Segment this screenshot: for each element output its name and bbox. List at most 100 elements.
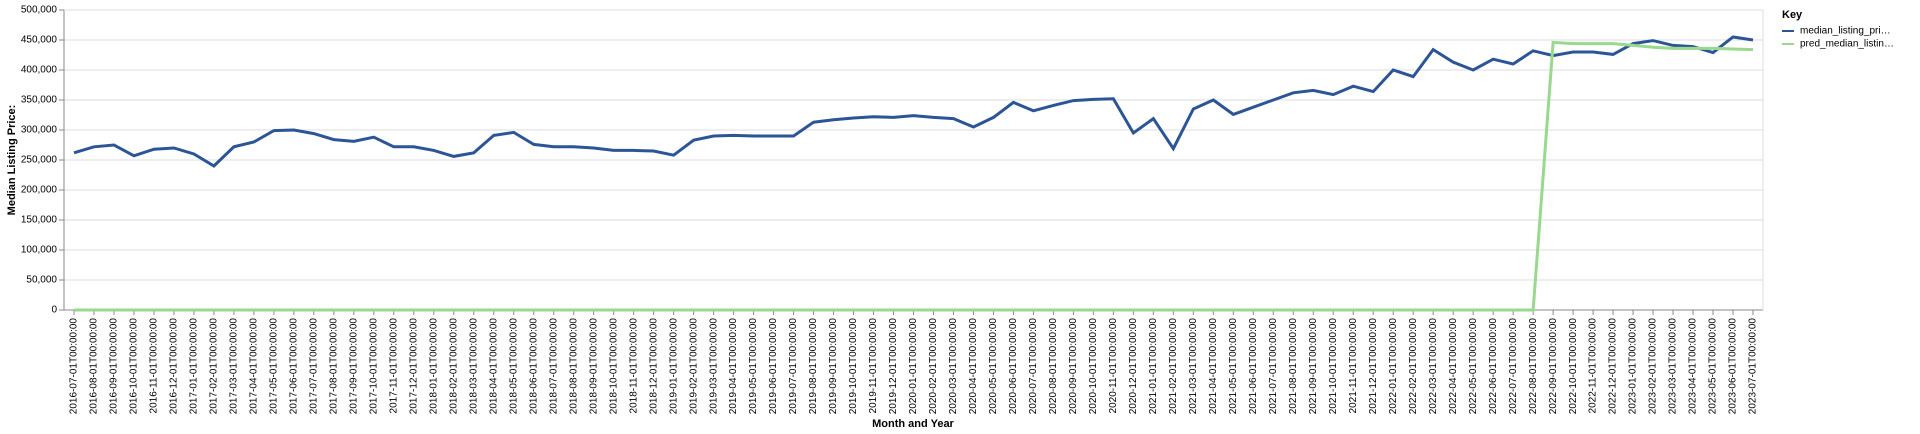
- x-tick-label: 2019-06-01T00:00:00: [768, 318, 779, 415]
- x-tick-label: 2019-03-01T00:00:00: [708, 318, 719, 415]
- legend-label: pred_median_listin…: [1800, 39, 1894, 50]
- x-tick-label: 2020-02-01T00:00:00: [928, 318, 939, 415]
- x-tick-label: 2016-12-01T00:00:00: [169, 318, 180, 415]
- x-tick-label: 2016-10-01T00:00:00: [129, 318, 140, 415]
- x-tick-label: 2020-06-01T00:00:00: [1008, 318, 1019, 415]
- x-tick-label: 2022-06-01T00:00:00: [1488, 318, 1499, 415]
- y-tick-label: 350,000: [21, 95, 58, 106]
- x-tick-label: 2018-07-01T00:00:00: [548, 318, 559, 415]
- x-tick-label: 2020-03-01T00:00:00: [948, 318, 959, 415]
- y-tick-label: 200,000: [21, 185, 58, 196]
- x-tick-label: 2019-02-01T00:00:00: [688, 318, 699, 415]
- x-tick-label: 2022-11-01T00:00:00: [1588, 318, 1599, 414]
- x-tick-label: 2022-12-01T00:00:00: [1608, 318, 1619, 415]
- x-tick-label: 2017-09-01T00:00:00: [348, 318, 359, 415]
- x-tick-label: 2023-07-01T00:00:00: [1748, 318, 1759, 415]
- x-tick-label: 2019-05-01T00:00:00: [748, 318, 759, 415]
- x-tick-label: 2021-02-01T00:00:00: [1168, 318, 1179, 415]
- x-tick-label: 2017-08-01T00:00:00: [328, 318, 339, 415]
- x-tick-label: 2021-09-01T00:00:00: [1308, 318, 1319, 415]
- x-tick-label: 2017-04-01T00:00:00: [249, 318, 260, 415]
- x-tick-label: 2017-12-01T00:00:00: [408, 318, 419, 415]
- x-tick-label: 2018-06-01T00:00:00: [528, 318, 539, 415]
- x-tick-label: 2016-09-01T00:00:00: [109, 318, 120, 415]
- x-tick-label: 2022-09-01T00:00:00: [1548, 318, 1559, 415]
- x-tick-label: 2021-04-01T00:00:00: [1208, 318, 1219, 415]
- x-tick-label: 2020-04-01T00:00:00: [968, 318, 979, 415]
- x-tick-label: 2017-03-01T00:00:00: [229, 318, 240, 415]
- x-tick-label: 2023-01-01T00:00:00: [1628, 318, 1639, 415]
- x-tick-label: 2021-07-01T00:00:00: [1268, 318, 1279, 415]
- x-tick-label: 2020-01-01T00:00:00: [908, 318, 919, 415]
- y-tick-label: 300,000: [21, 125, 58, 136]
- y-tick-label: 50,000: [26, 275, 57, 286]
- x-tick-label: 2019-09-01T00:00:00: [828, 318, 839, 415]
- x-tick-label: 2023-04-01T00:00:00: [1688, 318, 1699, 415]
- y-tick-label: 150,000: [21, 215, 58, 226]
- x-tick-label: 2017-07-01T00:00:00: [308, 318, 319, 415]
- x-tick-label: 2019-07-01T00:00:00: [788, 318, 799, 415]
- x-tick-label: 2016-08-01T00:00:00: [89, 318, 100, 415]
- x-tick-label: 2018-02-01T00:00:00: [448, 318, 459, 415]
- x-tick-label: 2021-08-01T00:00:00: [1288, 318, 1299, 415]
- x-tick-label: 2022-03-01T00:00:00: [1428, 318, 1439, 415]
- x-tick-label: 2020-10-01T00:00:00: [1088, 318, 1099, 415]
- x-tick-label: 2019-12-01T00:00:00: [888, 318, 899, 415]
- x-tick-label: 2020-07-01T00:00:00: [1028, 318, 1039, 415]
- x-tick-label: 2021-01-01T00:00:00: [1148, 318, 1159, 415]
- x-tick-label: 2021-03-01T00:00:00: [1188, 318, 1199, 415]
- x-tick-label: 2020-12-01T00:00:00: [1128, 318, 1139, 415]
- x-tick-label: 2019-01-01T00:00:00: [668, 318, 679, 415]
- x-tick-label: 2023-05-01T00:00:00: [1708, 318, 1719, 415]
- x-tick-label: 2019-10-01T00:00:00: [848, 318, 859, 415]
- x-tick-label: 2021-05-01T00:00:00: [1228, 318, 1239, 415]
- y-tick-label: 100,000: [21, 245, 58, 256]
- x-tick-label: 2021-11-01T00:00:00: [1348, 318, 1359, 414]
- x-tick-label: 2017-06-01T00:00:00: [289, 318, 300, 415]
- x-tick-label: 2018-04-01T00:00:00: [488, 318, 499, 415]
- y-tick-label: 450,000: [21, 35, 58, 46]
- x-tick-label: 2018-08-01T00:00:00: [568, 318, 579, 415]
- y-tick-label: 500,000: [21, 5, 58, 16]
- x-tick-label: 2020-09-01T00:00:00: [1068, 318, 1079, 415]
- x-tick-label: 2019-11-01T00:00:00: [868, 318, 879, 414]
- x-tick-label: 2022-05-01T00:00:00: [1468, 318, 1479, 415]
- x-tick-label: 2019-08-01T00:00:00: [808, 318, 819, 415]
- y-tick-label: 400,000: [21, 65, 58, 76]
- x-tick-label: 2017-10-01T00:00:00: [368, 318, 379, 415]
- x-tick-label: 2020-05-01T00:00:00: [988, 318, 999, 415]
- x-tick-label: 2022-02-01T00:00:00: [1408, 318, 1419, 415]
- x-tick-label: 2017-01-01T00:00:00: [189, 318, 200, 415]
- series-line: [73, 40, 1754, 312]
- x-tick-label: 2018-09-01T00:00:00: [588, 318, 599, 415]
- x-tick-label: 2019-04-01T00:00:00: [728, 318, 739, 415]
- x-tick-label: 2018-03-01T00:00:00: [468, 318, 479, 415]
- x-tick-label: 2017-05-01T00:00:00: [269, 318, 280, 415]
- x-tick-label: 2023-06-01T00:00:00: [1728, 318, 1739, 415]
- x-axis-title: Month and Year: [872, 418, 954, 430]
- x-tick-label: 2020-11-01T00:00:00: [1108, 318, 1119, 414]
- y-tick-label: 0: [51, 305, 57, 316]
- x-tick-label: 2020-08-01T00:00:00: [1048, 318, 1059, 415]
- x-tick-label: 2018-01-01T00:00:00: [428, 318, 439, 415]
- x-tick-label: 2021-06-01T00:00:00: [1248, 318, 1259, 415]
- x-tick-label: 2018-11-01T00:00:00: [628, 318, 639, 414]
- x-tick-label: 2022-10-01T00:00:00: [1568, 318, 1579, 415]
- x-tick-label: 2018-05-01T00:00:00: [508, 318, 519, 415]
- y-axis-title: Median Listing Price:: [6, 105, 18, 216]
- x-tick-label: 2021-12-01T00:00:00: [1368, 318, 1379, 415]
- x-tick-label: 2017-02-01T00:00:00: [209, 318, 220, 415]
- y-tick-label: 250,000: [21, 155, 58, 166]
- legend-label: median_listing_pri…: [1800, 26, 1891, 37]
- x-tick-label: 2022-01-01T00:00:00: [1388, 318, 1399, 415]
- x-tick-label: 2018-12-01T00:00:00: [648, 318, 659, 415]
- x-tick-label: 2016-07-01T00:00:00: [69, 318, 80, 415]
- x-tick-label: 2022-07-01T00:00:00: [1508, 318, 1519, 415]
- x-tick-label: 2022-04-01T00:00:00: [1448, 318, 1459, 415]
- x-tick-label: 2023-03-01T00:00:00: [1668, 318, 1679, 415]
- x-tick-label: 2016-11-01T00:00:00: [149, 318, 160, 414]
- x-tick-label: 2022-08-01T00:00:00: [1528, 318, 1539, 415]
- legend-title: Key: [1782, 9, 1803, 21]
- x-tick-label: 2017-11-01T00:00:00: [388, 318, 399, 414]
